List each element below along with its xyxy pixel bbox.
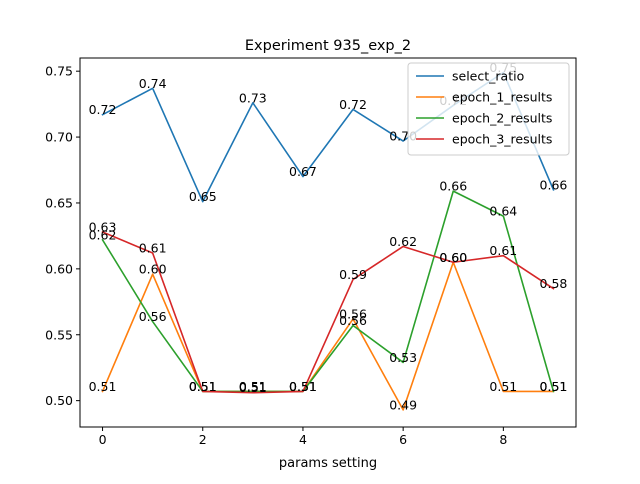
data-label-epoch_2_results-9: 0.51 <box>540 379 568 394</box>
data-label-select_ratio-1: 0.74 <box>139 76 167 91</box>
data-label-epoch_1_results-1: 0.60 <box>139 262 167 277</box>
data-label-epoch_1_results-5: 0.56 <box>339 306 367 321</box>
y-tick-label-0: 0.50 <box>45 393 73 408</box>
data-label-epoch_2_results-7: 0.66 <box>439 179 467 194</box>
series-line-epoch_1_results <box>101 261 555 411</box>
data-label-epoch_3_results-5: 0.59 <box>339 267 367 282</box>
legend-label-epoch_2_results: epoch_2_results <box>452 111 552 126</box>
data-label-select_ratio-5: 0.72 <box>339 97 367 112</box>
data-label-epoch_3_results-3: 0.51 <box>239 380 267 395</box>
data-label-epoch_2_results-4: 0.51 <box>289 379 317 394</box>
data-label-select_ratio-0: 0.72 <box>89 102 117 117</box>
y-tick-label-2: 0.60 <box>45 261 73 276</box>
data-label-epoch_1_results-0: 0.51 <box>89 379 117 394</box>
data-label-epoch_3_results-4: 0.51 <box>289 379 317 394</box>
data-label-epoch_3_results-9: 0.58 <box>540 276 568 291</box>
y-tick-label-4: 0.70 <box>45 130 73 145</box>
x-tick-label-2: 4 <box>299 432 307 447</box>
data-label-epoch_1_results-9: 0.51 <box>540 379 568 394</box>
legend: select_ratio epoch_1_results epoch_2_resul… <box>407 62 570 156</box>
legend-box <box>407 62 570 156</box>
legend-label-select_ratio: select_ratio <box>452 69 524 84</box>
data-label-epoch_2_results-3: 0.51 <box>239 379 267 394</box>
data-label-epoch_2_results-1: 0.56 <box>139 309 167 324</box>
data-label-epoch_2_results-8: 0.64 <box>489 204 517 219</box>
data-label-epoch_3_results-6: 0.62 <box>389 234 417 249</box>
data-label-epoch_1_results-6: 0.49 <box>389 397 417 412</box>
legend-label-epoch_1_results: epoch_1_results <box>452 90 552 105</box>
data-label-epoch_1_results-8: 0.51 <box>489 379 517 394</box>
data-label-epoch_2_results-0: 0.62 <box>89 227 117 242</box>
axes-layer: 0 2 4 6 8 0.50 0.55 0.60 0.65 0.70 0.75 <box>45 57 577 447</box>
data-label-select_ratio-4: 0.67 <box>289 164 317 179</box>
data-label-epoch_3_results-7: 0.60 <box>439 250 467 265</box>
x-tick-label-0: 0 <box>99 432 107 447</box>
data-label-select_ratio-9: 0.66 <box>540 177 568 192</box>
data-label-select_ratio-3: 0.73 <box>239 90 267 105</box>
data-label-epoch_3_results-1: 0.61 <box>139 241 167 256</box>
x-tick-label-4: 8 <box>499 432 507 447</box>
plot-frame <box>79 57 577 428</box>
data-label-epoch_1_results-4: 0.51 <box>289 379 317 394</box>
data-label-select_ratio-2: 0.65 <box>189 189 217 204</box>
y-tick-label-1: 0.55 <box>45 327 73 342</box>
data-label-epoch_3_results-8: 0.61 <box>489 243 517 258</box>
chart-title: Experiment 935_exp_2 <box>245 38 411 54</box>
data-label-epoch_1_results-7: 0.60 <box>439 250 467 265</box>
data-label-epoch_3_results-2: 0.51 <box>189 379 217 394</box>
x-axis-label: params setting <box>279 456 377 471</box>
data-label-epoch_2_results-2: 0.51 <box>189 379 217 394</box>
data-label-epoch_3_results-0: 0.63 <box>89 219 117 234</box>
y-tick-label-5: 0.75 <box>45 64 73 79</box>
series-line-epoch_2_results <box>101 190 555 393</box>
x-tick-label-3: 6 <box>399 432 407 447</box>
x-tick-label-1: 2 <box>199 432 207 447</box>
data-label-epoch_1_results-3: 0.51 <box>239 379 267 394</box>
data-label-epoch_2_results-5: 0.56 <box>339 313 367 328</box>
data-label-epoch_2_results-6: 0.53 <box>389 350 417 365</box>
series-line-epoch_3_results <box>101 230 555 394</box>
y-tick-label-3: 0.65 <box>45 195 73 210</box>
legend-label-epoch_3_results: epoch_3_results <box>452 132 552 147</box>
data-label-epoch_1_results-2: 0.51 <box>189 379 217 394</box>
